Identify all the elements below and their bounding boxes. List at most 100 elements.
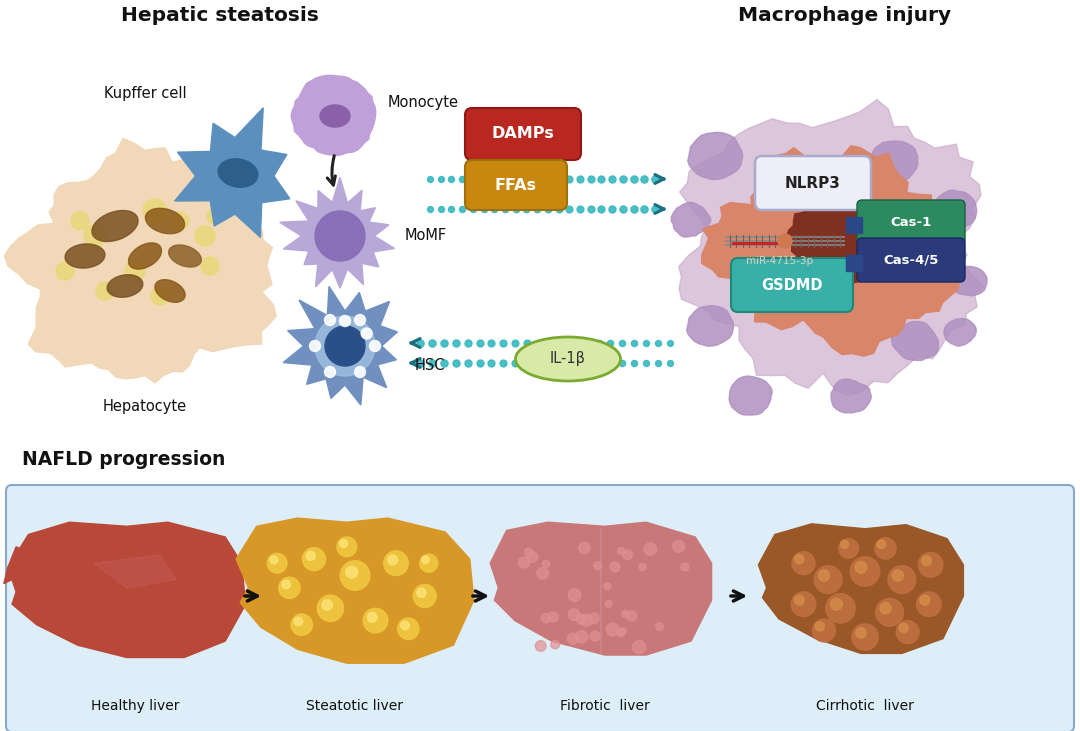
Circle shape [548, 612, 558, 622]
Point [435, 357, 453, 369]
Circle shape [792, 552, 815, 575]
Point [539, 173, 556, 185]
Text: HSC: HSC [415, 358, 446, 374]
Circle shape [589, 613, 599, 624]
Point [528, 173, 545, 185]
Point [483, 337, 500, 349]
Circle shape [367, 613, 377, 622]
Circle shape [680, 563, 689, 571]
Point [637, 337, 654, 349]
Circle shape [279, 577, 300, 599]
Circle shape [56, 262, 75, 280]
Circle shape [917, 592, 942, 616]
Point [464, 173, 482, 185]
Point [542, 357, 559, 369]
Polygon shape [702, 145, 960, 356]
Point [435, 337, 453, 349]
Circle shape [171, 212, 189, 230]
Circle shape [591, 632, 600, 641]
Circle shape [896, 621, 919, 643]
Point [432, 173, 449, 185]
Point [636, 173, 653, 185]
Text: IL-1β: IL-1β [550, 352, 586, 366]
Point [423, 357, 441, 369]
Point [475, 203, 492, 215]
Circle shape [819, 570, 829, 581]
FancyBboxPatch shape [6, 485, 1074, 731]
Polygon shape [8, 522, 246, 657]
Circle shape [143, 199, 167, 223]
Circle shape [855, 628, 866, 638]
Polygon shape [490, 522, 712, 655]
Circle shape [324, 314, 336, 325]
Circle shape [875, 538, 896, 559]
Circle shape [96, 282, 114, 300]
FancyBboxPatch shape [858, 238, 966, 282]
Circle shape [795, 595, 805, 605]
Polygon shape [283, 287, 397, 405]
Point [613, 357, 631, 369]
Point [604, 173, 621, 185]
Polygon shape [94, 555, 176, 588]
Point [550, 173, 567, 185]
Polygon shape [950, 266, 987, 296]
Point [423, 337, 441, 349]
Circle shape [401, 621, 409, 630]
Circle shape [656, 623, 663, 631]
Circle shape [541, 614, 551, 623]
Ellipse shape [154, 280, 185, 303]
Circle shape [581, 614, 593, 626]
Point [636, 203, 653, 215]
Ellipse shape [168, 245, 201, 267]
Circle shape [422, 556, 429, 564]
Polygon shape [872, 141, 918, 183]
Point [615, 173, 632, 185]
Circle shape [525, 548, 532, 556]
Point [411, 357, 429, 369]
Circle shape [388, 555, 397, 565]
Point [649, 357, 666, 369]
Text: DAMPs: DAMPs [491, 126, 554, 142]
Circle shape [619, 628, 626, 635]
Polygon shape [846, 255, 862, 271]
Point [625, 173, 643, 185]
Text: NLRP3: NLRP3 [785, 175, 841, 191]
Ellipse shape [92, 211, 138, 241]
Point [613, 337, 631, 349]
Point [550, 203, 567, 215]
Point [590, 357, 607, 369]
Circle shape [876, 599, 904, 626]
Point [507, 357, 524, 369]
Circle shape [324, 366, 336, 377]
Point [475, 173, 492, 185]
Circle shape [71, 212, 89, 230]
Point [528, 203, 545, 215]
Circle shape [594, 561, 602, 569]
Point [661, 357, 678, 369]
Polygon shape [934, 190, 976, 230]
Circle shape [527, 552, 538, 562]
Circle shape [282, 580, 291, 588]
Point [486, 173, 503, 185]
Circle shape [318, 595, 343, 621]
Circle shape [306, 551, 315, 561]
Polygon shape [291, 75, 376, 156]
Text: Steatotic liver: Steatotic liver [307, 699, 404, 713]
Point [561, 203, 578, 215]
Point [507, 337, 524, 349]
Ellipse shape [146, 208, 185, 234]
Circle shape [792, 592, 815, 616]
Point [593, 173, 610, 185]
Circle shape [270, 556, 278, 564]
Point [517, 203, 535, 215]
Circle shape [201, 257, 219, 275]
Circle shape [918, 553, 943, 577]
Point [661, 337, 678, 349]
Circle shape [151, 287, 168, 305]
Point [495, 337, 512, 349]
Point [602, 337, 619, 349]
Circle shape [325, 326, 365, 366]
Text: Cas-1: Cas-1 [890, 216, 932, 229]
Circle shape [633, 640, 646, 654]
Polygon shape [687, 306, 733, 346]
